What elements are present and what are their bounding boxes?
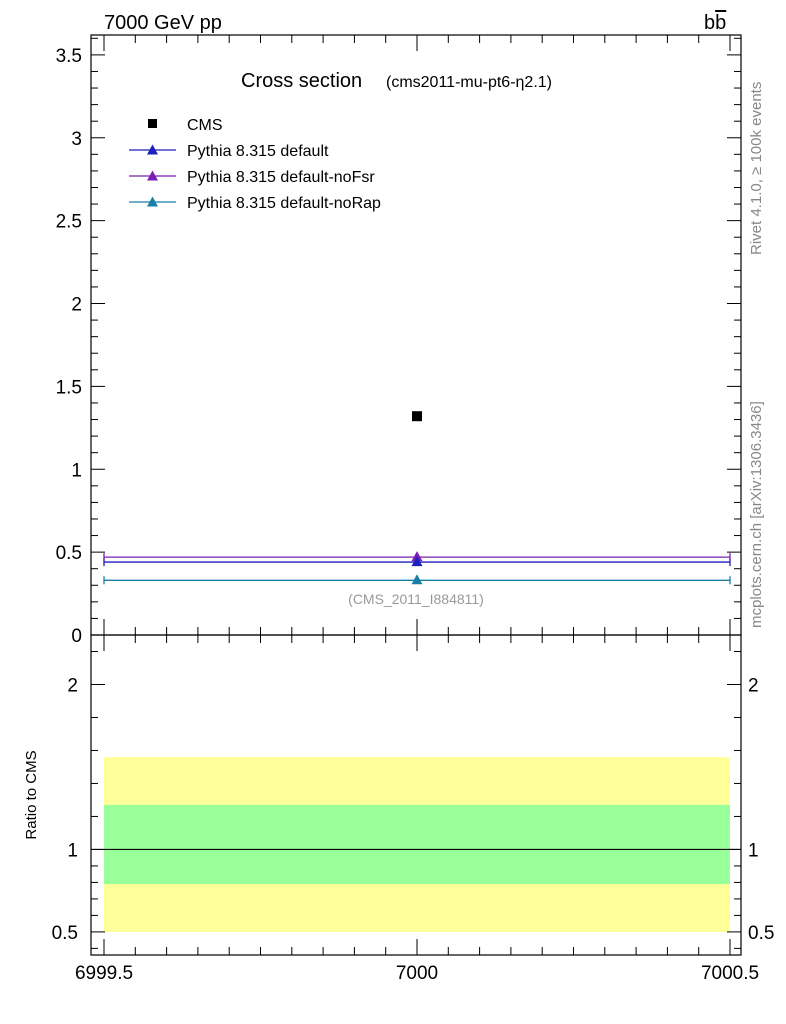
chart-title: Cross section [241,70,362,92]
ratio-panel-frame [90,634,742,956]
ratio-tick-label-left: 2 [67,675,78,696]
ratio-panel: 0.5 0.5 1 1 2 2 6999.5 7000 7000.5 Ratio to CMS [23,634,774,984]
legend-label-nofsr: Pythia 8.315 default-noFsr [187,169,375,186]
main-panel: 0 0.5 1 1.5 2 2.5 3 3.5 Cross section (cms2011-… [56,34,742,647]
header-right: bb [704,12,726,34]
x-tick-label: 7000 [396,963,438,984]
ratio-tick-label-left: 0.5 [52,923,78,944]
legend-marker-nofsr [147,170,158,181]
ratio-tick-label-left: 1 [67,840,78,861]
legend-entry-cms: CMS [148,117,223,134]
legend-label-default: Pythia 8.315 default [187,143,329,160]
legend-label-cms: CMS [187,117,223,134]
chart-subtitle: (cms2011-mu-pt6-η2.1) [386,74,552,91]
legend-marker-default [147,144,158,155]
y-tick-label: 0.5 [56,543,82,564]
rivet-label: Rivet 4.1.0, ≥ 100k events [748,82,765,255]
main-x-ticks [103,35,731,635]
ratio-bands [91,757,741,932]
y-tick-label: 3.5 [56,46,82,67]
legend-entry-norap: Pythia 8.315 default-noRap [129,195,381,212]
legend-label-norap: Pythia 8.315 default-noRap [187,195,381,212]
legend-marker-cms [148,119,157,128]
header-left: 7000 GeV pp [104,12,222,34]
legend: CMS Pythia 8.315 default Pythia 8.315 de… [129,117,381,212]
y-tick-label: 1.5 [56,377,82,398]
main-y-axis: 0 0.5 1 1.5 2 2.5 3 3.5 [56,37,741,647]
watermark: (CMS_2011_I884811) [348,591,484,607]
legend-entry-default: Pythia 8.315 default [129,143,329,160]
ratio-tick-label-right: 0.5 [748,923,774,944]
y-tick-label: 0 [71,626,82,647]
ratio-x-axis: 6999.5 7000 7000.5 [75,635,759,984]
mcplots-label: mcplots.cern.ch [arXiv:1306.3436] [748,401,765,628]
ratio-ylabel: Ratio to CMS [23,750,40,839]
legend-marker-norap [147,196,158,207]
y-tick-label: 3 [71,129,82,150]
ratio-tick-label-right: 2 [748,675,759,696]
series-point-cms [412,411,422,422]
main-series [103,411,731,585]
ratio-band-inner [104,804,730,885]
legend-entry-nofsr: Pythia 8.315 default-noFsr [129,169,375,186]
ratio-y-axis: 0.5 0.5 1 1 2 2 [52,650,774,949]
x-tick-label: 7000.5 [701,963,759,984]
ratio-tick-label-right: 1 [748,840,759,861]
y-tick-label: 1 [71,460,82,481]
x-tick-label: 6999.5 [75,963,133,984]
series-point-noRap [411,574,423,585]
y-tick-label: 2 [71,295,82,316]
y-tick-label: 2.5 [56,212,82,233]
series-point-default [411,556,423,567]
